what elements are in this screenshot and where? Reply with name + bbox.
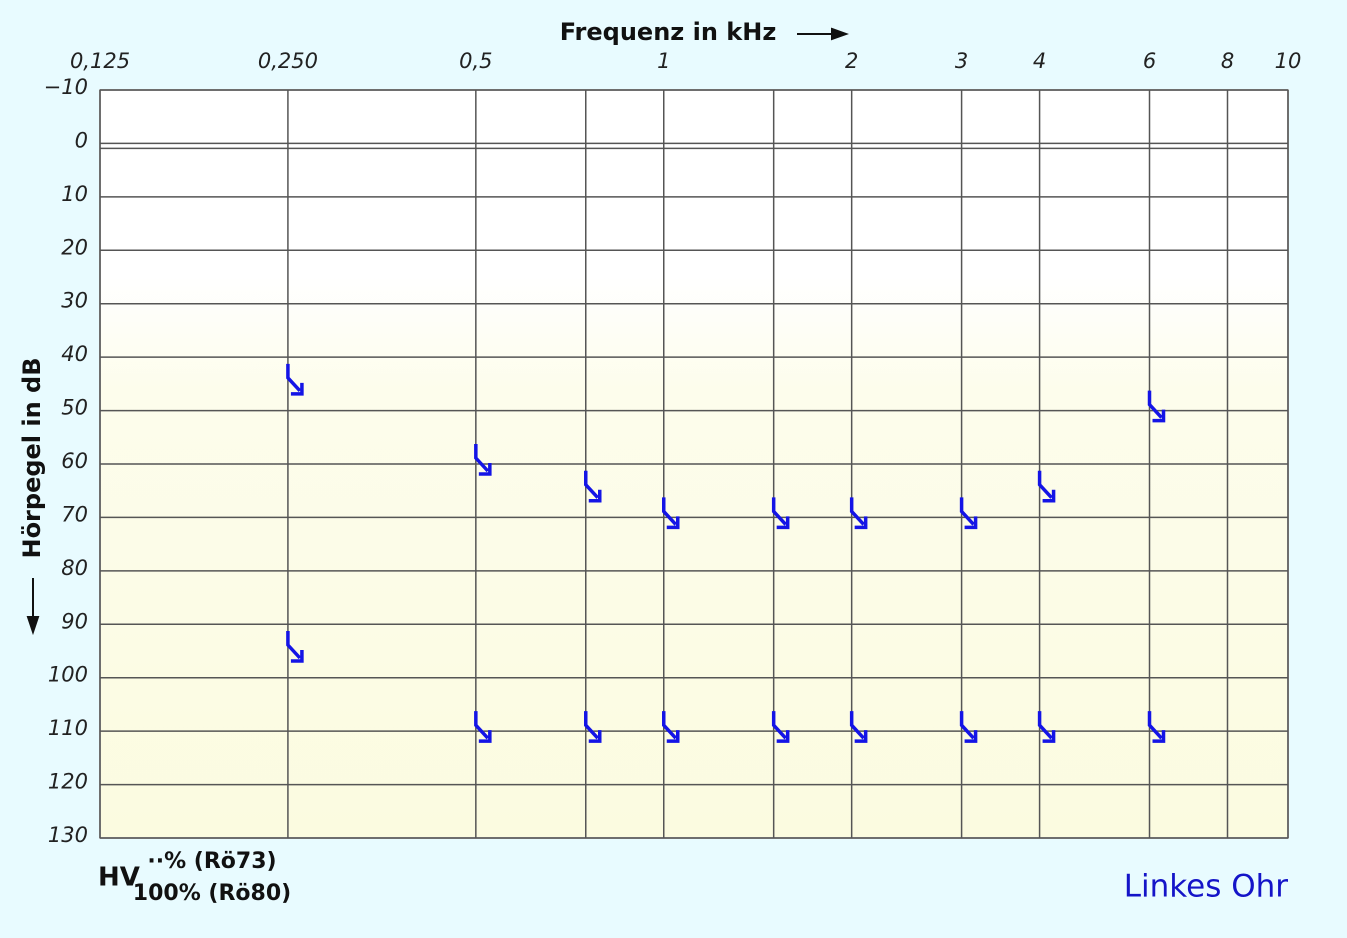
no-response-marker <box>662 497 680 530</box>
ear-label: Linkes Ohr <box>1124 869 1289 905</box>
x-tick-label: 8 <box>1221 49 1234 73</box>
no-response-marker <box>1147 390 1166 423</box>
x-tick-label: 4 <box>1033 49 1046 73</box>
no-response-marker <box>849 497 868 530</box>
x-tick-label: 0,5 <box>459 49 492 73</box>
x-tick-label: 1 <box>657 49 670 73</box>
y-tick-label: 70 <box>61 502 88 526</box>
no-response-marker <box>849 711 868 743</box>
x-tick-label: 10 <box>1275 49 1302 73</box>
no-response-marker <box>1147 711 1166 743</box>
no-response-marker <box>959 497 978 530</box>
no-response-marker <box>1037 711 1056 743</box>
no-response-marker <box>474 444 492 476</box>
no-response-marker <box>584 470 602 503</box>
no-response-marker <box>771 711 790 743</box>
no-response-marker <box>1037 470 1056 503</box>
no-response-marker <box>959 711 978 743</box>
y-tick-label: −10 <box>44 75 88 99</box>
x-tick-label: 0,125 <box>70 49 130 73</box>
x-axis-title: Frequenz in kHz <box>560 18 777 46</box>
x-tick-label: 0,250 <box>258 49 318 73</box>
y-arrow <box>26 578 40 636</box>
x-arrow <box>797 27 849 41</box>
y-tick-label: 50 <box>61 396 88 420</box>
y-tick-label: 40 <box>61 342 88 366</box>
no-response-marker <box>286 631 304 663</box>
y-tick-label: 80 <box>61 556 88 580</box>
y-tick-label: 60 <box>61 449 88 473</box>
x-tick-label: 2 <box>845 49 858 73</box>
hv-top: ··% (Rö73) <box>147 849 276 874</box>
y-tick-label: 120 <box>48 770 88 794</box>
y-tick-label: 0 <box>75 128 88 152</box>
no-response-marker <box>771 497 790 530</box>
y-tick-label: 10 <box>61 182 88 206</box>
y-tick-label: 30 <box>61 289 88 313</box>
y-tick-label: 20 <box>61 235 88 259</box>
x-tick-label: 3 <box>955 49 968 73</box>
hv-bottom: 100% (Rö80) <box>133 881 291 906</box>
hv-label: HV <box>98 863 140 893</box>
y-axis-title: Hörpegel in dB <box>18 357 46 558</box>
y-tick-label: 100 <box>48 663 88 687</box>
no-response-marker <box>474 711 492 743</box>
y-tick-label: 90 <box>61 609 88 633</box>
no-response-marker <box>286 363 304 396</box>
y-tick-label: 110 <box>48 716 88 740</box>
y-tick-label: 130 <box>48 823 88 847</box>
x-tick-label: 6 <box>1143 49 1156 73</box>
no-response-marker <box>662 711 680 743</box>
no-response-marker <box>584 711 602 743</box>
